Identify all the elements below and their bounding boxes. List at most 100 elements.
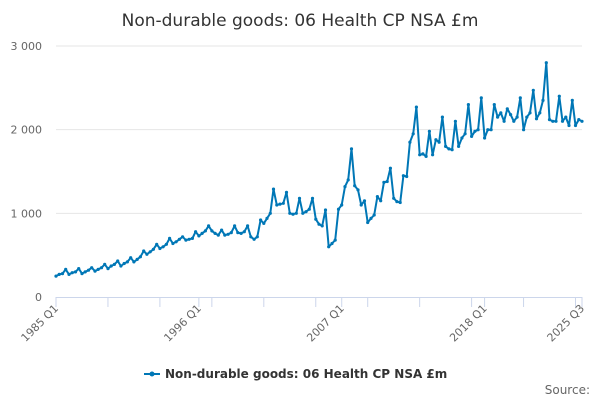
data-point xyxy=(207,224,211,228)
y-tick-label: 2 000 xyxy=(11,124,43,137)
data-point xyxy=(223,233,227,237)
data-point xyxy=(483,136,487,140)
data-point xyxy=(284,190,289,194)
data-point xyxy=(177,237,181,241)
data-point xyxy=(499,111,503,115)
data-point xyxy=(434,138,438,142)
data-point xyxy=(359,203,363,207)
data-point xyxy=(239,231,243,235)
data-point xyxy=(401,174,405,178)
data-point xyxy=(297,196,302,200)
data-point xyxy=(158,246,162,251)
data-point xyxy=(560,119,565,123)
legend[interactable]: Non-durable goods: 06 Health CP NSA £m xyxy=(144,367,447,381)
data-point xyxy=(271,187,276,191)
data-point xyxy=(164,242,168,246)
gridlines xyxy=(56,45,582,214)
data-point xyxy=(145,252,149,256)
data-point xyxy=(226,232,230,236)
data-point xyxy=(356,188,360,192)
data-point xyxy=(538,111,542,115)
data-point xyxy=(336,207,341,211)
data-point xyxy=(489,128,493,132)
data-point xyxy=(573,123,578,128)
data-point xyxy=(255,235,259,239)
data-point xyxy=(281,201,285,205)
data-point xyxy=(379,199,383,203)
data-point xyxy=(187,237,191,241)
data-point xyxy=(216,233,220,237)
data-point xyxy=(382,180,386,184)
data-point xyxy=(320,224,324,228)
data-point xyxy=(492,103,496,107)
data-point xyxy=(294,211,298,215)
data-point xyxy=(460,136,464,140)
data-point xyxy=(369,216,373,220)
data-point xyxy=(106,267,110,271)
data-point xyxy=(64,267,68,271)
legend-label[interactable]: Non-durable goods: 06 Health CP NSA £m xyxy=(165,367,447,381)
data-point xyxy=(486,128,490,132)
data-point xyxy=(476,128,480,132)
data-point xyxy=(57,272,61,276)
data-point xyxy=(194,230,198,234)
data-point xyxy=(93,269,97,273)
data-point xyxy=(424,154,428,158)
data-point xyxy=(77,267,81,271)
data-point xyxy=(421,152,425,156)
data-point xyxy=(502,119,506,123)
data-point xyxy=(288,211,292,215)
data-point xyxy=(83,270,87,274)
data-point xyxy=(453,119,457,123)
data-point xyxy=(353,184,357,188)
data-point xyxy=(330,241,334,246)
data-point xyxy=(554,119,558,123)
data-point xyxy=(197,234,201,238)
data-point xyxy=(252,237,256,241)
data-point xyxy=(564,115,568,119)
data-point xyxy=(148,250,152,254)
data-point xyxy=(518,96,522,100)
data-point xyxy=(161,245,165,249)
data-point xyxy=(181,235,185,239)
data-series[interactable] xyxy=(54,61,584,278)
data-point xyxy=(479,96,483,100)
data-point xyxy=(447,147,451,151)
data-point xyxy=(291,212,295,216)
data-point xyxy=(86,268,91,272)
data-point xyxy=(210,229,214,233)
data-point xyxy=(457,144,461,148)
data-point xyxy=(343,185,347,189)
data-point xyxy=(96,267,100,271)
data-point xyxy=(450,148,454,152)
data-point xyxy=(362,199,367,203)
data-point xyxy=(200,231,204,235)
data-point xyxy=(541,98,545,102)
data-point xyxy=(466,103,470,107)
data-point xyxy=(301,211,305,215)
data-point xyxy=(366,220,370,225)
data-point xyxy=(142,249,146,253)
chart-title: Non-durable goods: 06 Health CP NSA £m xyxy=(122,11,479,31)
data-point xyxy=(525,115,529,119)
data-point xyxy=(171,241,175,246)
data-point xyxy=(346,178,350,182)
data-point xyxy=(531,88,535,92)
data-point xyxy=(54,274,58,278)
data-point xyxy=(496,115,500,119)
data-point xyxy=(278,202,282,206)
data-point xyxy=(349,147,354,151)
y-axis: 0 1 000 2 000 3 000 xyxy=(11,40,43,304)
data-point xyxy=(512,119,516,123)
data-point xyxy=(90,266,94,270)
data-point xyxy=(236,231,240,235)
data-point xyxy=(155,242,159,246)
data-point xyxy=(119,264,123,268)
data-point xyxy=(333,238,337,242)
data-point xyxy=(440,115,444,119)
data-point xyxy=(515,115,519,119)
data-point xyxy=(73,270,78,274)
data-point xyxy=(567,123,571,128)
data-point xyxy=(408,140,412,144)
data-point xyxy=(138,255,142,259)
